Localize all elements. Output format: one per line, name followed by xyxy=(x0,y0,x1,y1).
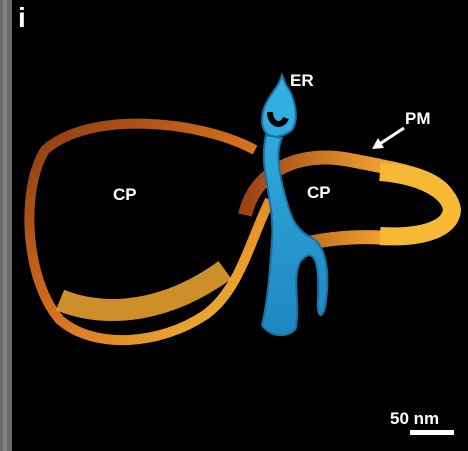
panel-label: i xyxy=(18,2,26,33)
scale-bar xyxy=(410,430,454,435)
scale-bar-label: 50 nm xyxy=(390,409,439,428)
cp-label-left: CP xyxy=(113,185,137,204)
figure-panel: i ER PM CP CP 50 nm xyxy=(0,0,468,451)
er-label: ER xyxy=(290,71,314,90)
background xyxy=(0,0,468,451)
pm-label: PM xyxy=(405,109,431,128)
em-strip-texture xyxy=(3,0,7,451)
cp-label-right: CP xyxy=(307,183,331,202)
page: i ER PM CP CP 50 nm (() => { const data … xyxy=(0,0,468,451)
